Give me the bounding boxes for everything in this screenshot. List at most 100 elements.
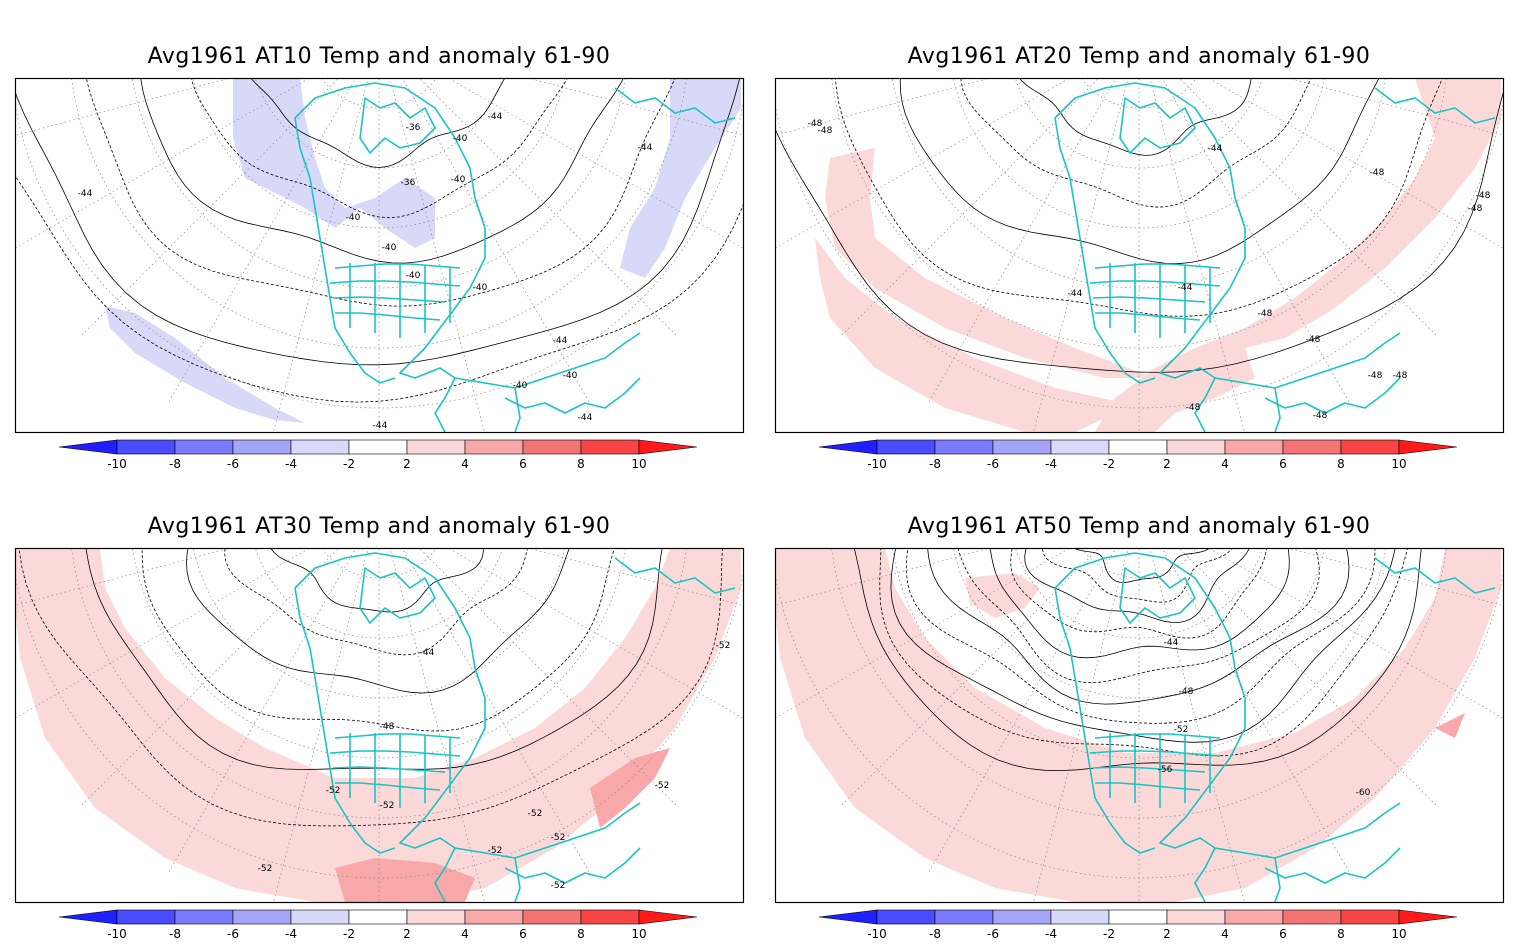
contour-label: -52 xyxy=(258,864,273,874)
colorbar-tick-label: 10 xyxy=(1391,457,1406,471)
contour-label: -48 xyxy=(1468,204,1483,214)
map-at30: -44 -48 -52 -52 -52 -52 -52 -52 -52 -52 -52 xyxy=(14,547,745,904)
coastline xyxy=(514,857,521,902)
colorbar-segment xyxy=(1050,909,1110,925)
contour-label: -44 xyxy=(488,112,503,122)
colorbar-tick-label: 2 xyxy=(1163,927,1171,941)
graticule-line xyxy=(378,78,489,432)
contour-label: -44 xyxy=(553,336,568,346)
colorbar-tick-label: 2 xyxy=(403,927,411,941)
contour-line xyxy=(890,548,1400,743)
contour-line xyxy=(899,78,1391,265)
graticule-line xyxy=(888,78,1390,289)
contour-label: -52 xyxy=(551,833,566,843)
graticule-line xyxy=(68,548,690,819)
contour-label: -52 xyxy=(1174,725,1189,735)
contour-label: -44 xyxy=(1178,283,1193,293)
colorbar-arrow-left xyxy=(58,909,118,925)
graticule-line xyxy=(1029,78,1140,432)
contour-line xyxy=(139,78,633,264)
contour-label: -44 xyxy=(373,421,388,431)
coastline xyxy=(614,557,736,594)
contour-label: -40 xyxy=(563,371,578,381)
colorbar-tick-label: -4 xyxy=(285,457,297,471)
contour-line xyxy=(980,548,1290,659)
contour-label: -44 xyxy=(638,143,653,153)
colorbar-segment xyxy=(348,909,408,925)
contour-line xyxy=(1065,548,1215,583)
contour-label: -36 xyxy=(401,178,416,188)
coastline xyxy=(1274,857,1281,902)
coastline xyxy=(1054,117,1156,384)
colorbar: -10 -8 -6 -4 -2 2 4 6 8 10 xyxy=(818,439,1458,471)
coastline xyxy=(1109,263,1211,338)
contour-label: -52 xyxy=(488,846,503,856)
colorbar-tick-label: -6 xyxy=(227,457,239,471)
contour-label: -48 xyxy=(1370,168,1385,178)
colorbar-tick-label: 8 xyxy=(1337,457,1345,471)
contour-line xyxy=(82,78,685,307)
colorbar-segment xyxy=(992,909,1052,925)
colorbar-segment xyxy=(464,439,524,455)
coastline xyxy=(1264,847,1401,884)
map-content: -44 -48 -52 -52 -52 -52 -52 -52 -52 -52 -52 xyxy=(15,548,743,902)
contour-line xyxy=(17,548,725,827)
colorbar-tick-label: -2 xyxy=(1103,457,1115,471)
contour-line xyxy=(1013,78,1257,156)
panel-at20: Avg1961 AT20 Temp and anomaly 61-90 -48-… xyxy=(774,40,1505,480)
contour-label: -48 xyxy=(808,119,823,129)
colorbar-tick-label: 8 xyxy=(577,927,585,941)
coastline xyxy=(329,280,461,287)
coastline xyxy=(1054,552,1246,902)
contour-line xyxy=(267,548,484,613)
map-content: -36 -36 -40 -40 -40 -40 -40 -40 -40 -40 -44 -44 -44 -… xyxy=(15,78,743,432)
map-frame xyxy=(774,547,1505,904)
contour-label: -60 xyxy=(1356,788,1371,798)
coastline xyxy=(504,377,641,414)
coastline xyxy=(1089,280,1221,287)
coastline xyxy=(1054,82,1246,432)
colorbar-tick-label: 6 xyxy=(1279,927,1287,941)
coastline xyxy=(1374,557,1496,594)
contour-label: -52 xyxy=(528,809,543,819)
colorbar: -10 -8 -6 -4 -2 2 4 6 8 10 xyxy=(58,439,698,471)
contour-label: -48 xyxy=(1313,411,1328,421)
coastline xyxy=(1094,733,1221,739)
anomaly-region xyxy=(775,548,1501,902)
coastline xyxy=(1089,750,1221,757)
colorbar-segment xyxy=(1282,909,1342,925)
contour-line xyxy=(1042,548,1237,603)
colorbar-tick-label: -4 xyxy=(285,927,297,941)
colorbar-tick-label: -10 xyxy=(867,927,887,941)
coastline xyxy=(1264,377,1401,414)
graticule-line xyxy=(128,548,630,759)
colorbar-tick-label: 4 xyxy=(461,927,469,941)
colorbar-segment xyxy=(406,909,466,925)
coastline xyxy=(334,733,461,739)
colorbar-tick-label: 2 xyxy=(1163,457,1171,471)
colorbar-tick-label: -10 xyxy=(867,457,887,471)
graticule-line xyxy=(81,78,380,336)
panel-at30: Avg1961 AT30 Temp and anomaly 61-90 -44-… xyxy=(14,510,745,941)
colorbar-tick-label: -8 xyxy=(169,457,181,471)
contour-line xyxy=(15,78,743,366)
colorbar-tick-label: -2 xyxy=(343,927,355,941)
colorbar-tick-label: 10 xyxy=(631,457,646,471)
colorbar-segment xyxy=(1340,439,1400,455)
colorbar-arrow-left xyxy=(818,439,878,455)
colorbar-tick-label: 8 xyxy=(577,457,585,471)
colorbar-tick-label: -2 xyxy=(1103,927,1115,941)
anomaly-region xyxy=(105,306,305,423)
colorbar-arrow-right xyxy=(638,909,698,925)
coastline xyxy=(294,587,396,854)
map-frame xyxy=(774,77,1505,434)
colorbar-segment xyxy=(1108,439,1168,455)
colorbar-tick-label: -6 xyxy=(227,927,239,941)
coastline xyxy=(454,332,641,389)
colorbar-tick-label: -10 xyxy=(107,927,127,941)
contour-line xyxy=(905,548,1376,724)
contour-label: -48 xyxy=(1476,191,1491,201)
contour-line xyxy=(834,78,1454,317)
contour-label: -48 xyxy=(1258,309,1273,319)
colorbar-arrow-left xyxy=(818,909,878,925)
